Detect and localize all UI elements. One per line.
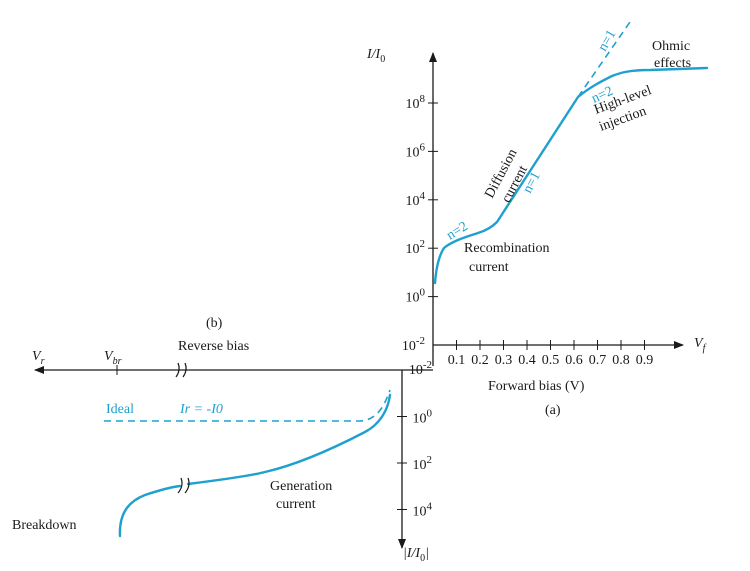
generation-label-1: Generation	[270, 479, 332, 494]
ideal-label: Ideal	[106, 402, 134, 417]
forward-x-ticks: 0.1 0.2 0.3 0.4 0.5 0.6 0.7 0.8 0.9	[448, 340, 654, 368]
generation-current-curve-continued	[186, 393, 392, 486]
panel-a-label: (a)	[545, 403, 561, 418]
y-tick-label: 10-2	[402, 335, 425, 354]
ohmic-label-1: Ohmic	[652, 39, 690, 54]
ohmic-label-2: effects	[654, 56, 691, 71]
n2-recombination-label: n=2	[444, 219, 471, 243]
vr-symbol: Vr	[32, 349, 45, 367]
y-tick-label: 104	[406, 190, 426, 209]
n1-extension-label: n=1	[595, 28, 619, 54]
forward-bias-label: Forward bias (V)	[488, 379, 585, 394]
reverse-y-tick-label: 100	[413, 408, 433, 427]
generation-current-curve	[118, 484, 182, 538]
vbr-symbol: Vbr	[104, 349, 122, 367]
breakdown-label: Breakdown	[12, 518, 77, 533]
y-tick-label: 100	[406, 287, 426, 306]
y-tick-label: 106	[406, 141, 426, 160]
recombination-label-2: current	[469, 260, 509, 275]
x-tick-label: 0.9	[636, 353, 654, 368]
y-tick-label: 102	[406, 238, 426, 257]
x-tick-label: 0.7	[589, 353, 607, 368]
reverse-y-tick-label: 10-2	[409, 359, 432, 378]
reverse-y-ticks: 10-2 100 102 104	[397, 359, 433, 520]
x-tick-label: 0.3	[495, 353, 513, 368]
ideal-reverse-current	[104, 389, 391, 422]
y-tick-label: 108	[406, 93, 426, 112]
x-tick-label: 0.8	[612, 353, 630, 368]
x-tick-label: 0.5	[542, 353, 560, 368]
panel-b-label: (b)	[206, 316, 223, 331]
recombination-label-1: Recombination	[464, 241, 550, 256]
vf-symbol: Vf	[694, 336, 707, 354]
x-tick-label: 0.6	[565, 353, 583, 368]
forward-y-axis-symbol: I/I0	[366, 47, 385, 65]
reverse-y-axis-symbol: |I/I0|	[403, 546, 429, 564]
reverse-y-tick-label: 102	[413, 454, 433, 473]
ideal-forward-extension	[577, 21, 631, 98]
x-tick-label: 0.4	[518, 353, 536, 368]
x-tick-label: 0.2	[471, 353, 489, 368]
generation-label-2: current	[276, 497, 316, 512]
axis-break-mark	[175, 362, 187, 378]
curve-break-mark	[177, 477, 190, 494]
reverse-y-tick-label: 104	[413, 501, 433, 520]
x-tick-label: 0.1	[448, 353, 466, 368]
forward-iv-curve	[433, 66, 709, 285]
reverse-bias-label: Reverse bias	[178, 339, 249, 354]
ideal-equation-label: Ir = -I0	[179, 402, 223, 417]
